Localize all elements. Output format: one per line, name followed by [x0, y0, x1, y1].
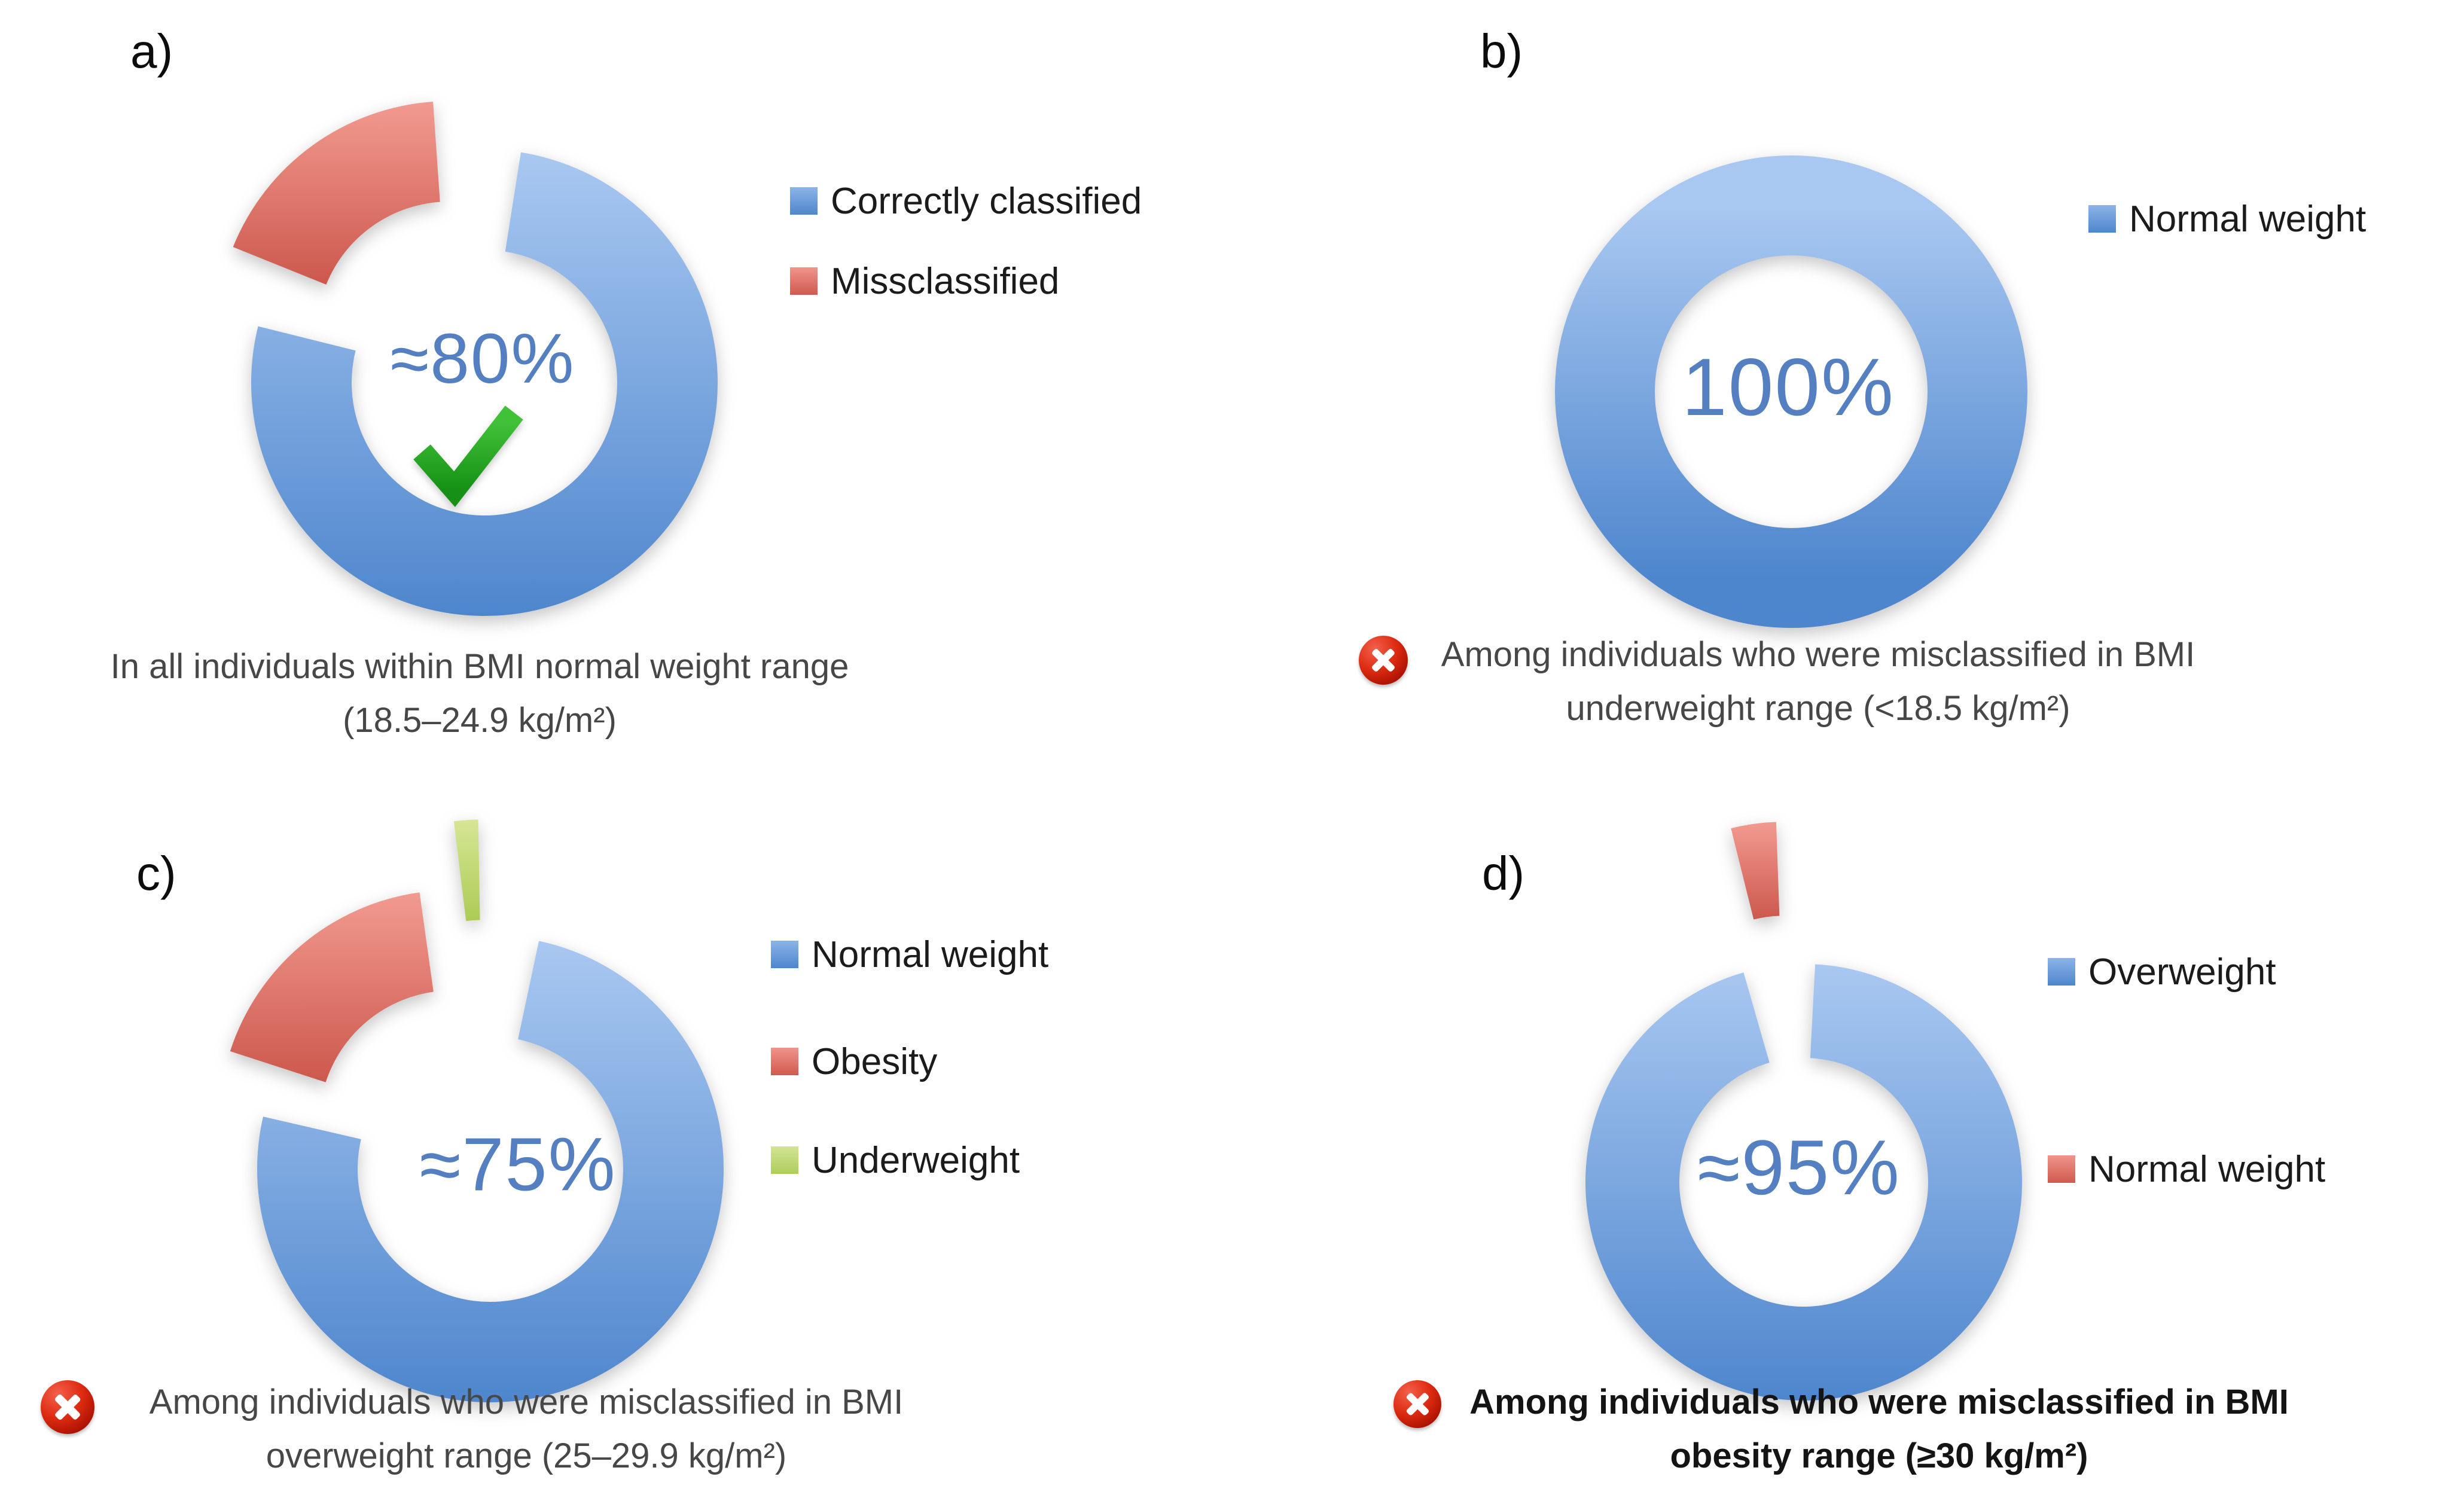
panel-d-label: d) [1482, 847, 1525, 900]
panel-a: a) ≈80% Correctly classified Missclassifi… [0, 0, 1232, 750]
donut-a-segment-1 [233, 102, 440, 285]
panel-a-caption: In all individuals within BMI normal wei… [13, 640, 946, 748]
caption-line: Among individuals who were misclassified… [1441, 635, 2195, 674]
panel-d: d) ≈95% Overweight Normal weight Among in… [1232, 750, 2464, 1501]
panel-b-center-value: 100% [1682, 341, 1895, 432]
panel-b: b) 100% Normal weight Among individuals … [1232, 0, 2464, 750]
donut-b-segment-0 [1555, 155, 2027, 628]
caption-line: overweight range (25–29.9 kg/m²) [266, 1436, 787, 1475]
donut-c-segment-0 [257, 941, 724, 1402]
donut-chart-c [230, 819, 724, 1402]
error-x-icon [41, 1380, 94, 1434]
panel-a-center-value: ≈80% [390, 319, 575, 398]
panel-b-label: b) [1480, 25, 1523, 78]
caption-line: Among individuals who were misclassified… [1469, 1383, 2289, 1421]
caption-line: Among individuals who were misclassified… [149, 1383, 904, 1421]
donut-chart-a [233, 102, 718, 617]
donut-d-segment-1 [1731, 822, 1780, 920]
caption-line: underweight range (<18.5 kg/m²) [1566, 689, 2070, 728]
donut-c-segment-2 [453, 819, 480, 922]
donut-chart-d [1585, 822, 2022, 1401]
panel-b-caption: Among individuals who were misclassified… [1352, 628, 2285, 736]
panel-d-center-value: ≈95% [1697, 1124, 1901, 1211]
panel-c-caption: Among individuals who were misclassified… [78, 1375, 975, 1483]
error-x-icon [1359, 636, 1408, 685]
panel-c-center-value: ≈75% [419, 1122, 617, 1207]
panel-a-label: a) [130, 25, 173, 78]
donut-chart-b [1555, 155, 2027, 628]
check-icon [413, 405, 523, 507]
caption-line: In all individuals within BMI normal wei… [110, 647, 849, 686]
legend-label: Correctly classified [831, 180, 1142, 222]
donut-c-segment-1 [230, 892, 434, 1082]
caption-line: obesity range (≥30 kg/m²) [1670, 1436, 2088, 1475]
panel-c-label: c) [136, 847, 176, 900]
panel-d-caption: Among individuals who were misclassified… [1431, 1375, 2328, 1483]
caption-line: (18.5–24.9 kg/m²) [343, 701, 617, 740]
error-x-icon [1393, 1380, 1441, 1428]
panel-c: c) ≈75% Normal weight Obesity Underweight … [0, 750, 1232, 1501]
donut-a-segment-0 [251, 152, 718, 617]
donut-d-segment-0 [1585, 964, 2022, 1401]
